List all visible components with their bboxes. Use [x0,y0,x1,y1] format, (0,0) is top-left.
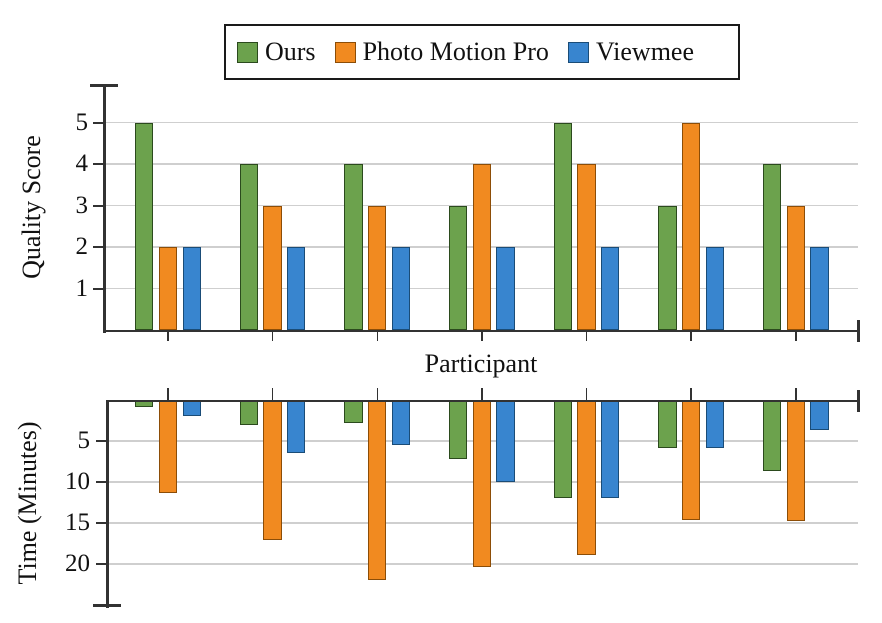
bar-photo-motion-pro-p5 [577,164,596,330]
y-tick-label-5: 5 [77,427,91,454]
x-tick-p4 [481,330,483,341]
bar-viewmee-p6 [705,247,724,330]
bar-ours-p2 [239,164,259,330]
bar-photo-motion-pro-p1 [158,247,178,330]
xlabel-participant: Participant [424,349,538,378]
legend-label-ours: Ours [265,37,316,66]
x-tick-p1 [167,330,169,341]
axis-x-end-tick [857,320,860,342]
bar-photo-motion-pro-p2 [263,400,282,541]
y-tick-label-10: 10 [65,468,90,495]
bar-photo-motion-pro-p5 [577,400,596,555]
x-tick-p3 [376,330,378,341]
x-tick-p7 [795,330,797,341]
bar-viewmee-p1 [182,400,201,417]
x-tick-p2 [271,330,274,341]
y-tick-5 [93,121,103,124]
x-tick-p3 [376,388,378,400]
axis-y-spine [103,85,106,333]
x-tick-p6 [690,388,692,400]
bar-viewmee-p2 [287,400,306,454]
y-tick-1 [93,287,103,290]
bar-ours-p3 [344,400,363,423]
bar-photo-motion-pro-p2 [263,205,282,330]
x-tick-p5 [585,388,588,400]
bar-photo-motion-pro-p3 [368,400,387,580]
y-tick-label-15: 15 [65,509,90,536]
bar-ours-p4 [449,205,468,330]
legend-swatch-ours [237,41,258,63]
y-tick-2 [93,246,103,248]
bar-ours-p7 [762,400,782,472]
bar-ours-p5 [553,122,572,330]
bar-photo-motion-pro-p7 [786,400,805,522]
bar-viewmee-p2 [287,247,306,330]
axis-y-spine [106,400,109,608]
legend-item-viewmee: Viewmee [567,37,694,66]
legend-swatch-viewmee [567,41,589,63]
bar-viewmee-p3 [391,247,411,330]
x-tick-p2 [271,388,274,400]
legend: Ours Photo Motion Pro Viewmee [224,24,740,80]
y-tick-label-5: 5 [75,108,89,136]
bar-photo-motion-pro-p3 [368,205,387,330]
y-tick-5 [96,440,106,442]
bar-ours-p1 [135,122,154,330]
y-tick-10 [96,481,106,483]
bar-viewmee-p6 [705,400,724,448]
bar-ours-p6 [658,400,677,448]
bar-viewmee-p5 [601,400,620,498]
y-tick-3 [93,204,103,207]
y-tick-label-2: 2 [75,233,89,260]
bar-ours-p3 [344,164,363,330]
y-tick-15 [96,522,106,524]
x-tick-p5 [585,330,588,341]
bar-photo-motion-pro-p7 [786,205,805,330]
bar-ours-p4 [449,400,468,460]
x-tick-p4 [481,388,483,400]
y-tick-label-4: 4 [75,150,89,177]
y-tick-label-20: 20 [65,550,90,577]
x-tick-p7 [795,388,797,400]
axis-y-end-tick [90,84,118,87]
y-tick-4 [93,163,103,165]
x-tick-p1 [167,388,169,400]
y-tick-20 [96,563,106,565]
y-tick-label-1: 1 [75,274,89,302]
bar-viewmee-p4 [496,247,515,330]
y-tick-label-3: 3 [75,191,89,219]
bar-ours-p7 [762,164,782,330]
axis-x-end-tick [857,390,860,412]
legend-swatch-photo-motion-pro [334,41,356,63]
legend-label-photo-motion-pro: Photo Motion Pro [362,37,549,66]
bar-viewmee-p3 [391,400,411,446]
axis-y-end-tick [93,604,121,607]
x-tick-p6 [690,330,692,341]
legend-label-viewmee: Viewmee [595,37,694,66]
axis-x-spine [106,399,858,403]
legend-item-photo-motion-pro: Photo Motion Pro [334,37,549,66]
bar-viewmee-p1 [182,247,201,330]
bar-viewmee-p5 [601,247,620,330]
bar-ours-p5 [553,400,572,499]
bar-ours-p2 [239,400,259,425]
bar-photo-motion-pro-p6 [682,122,701,330]
bar-photo-motion-pro-p4 [472,164,492,330]
bar-ours-p6 [658,205,677,330]
bar-viewmee-p7 [810,247,829,330]
axis-x-spine [103,329,858,333]
gridline [103,121,858,124]
bar-photo-motion-pro-p4 [472,400,492,568]
bar-viewmee-p7 [810,400,829,430]
bar-photo-motion-pro-p1 [158,400,178,494]
bar-photo-motion-pro-p6 [682,400,701,520]
bar-viewmee-p4 [496,400,515,482]
legend-item-ours: Ours [237,39,316,65]
